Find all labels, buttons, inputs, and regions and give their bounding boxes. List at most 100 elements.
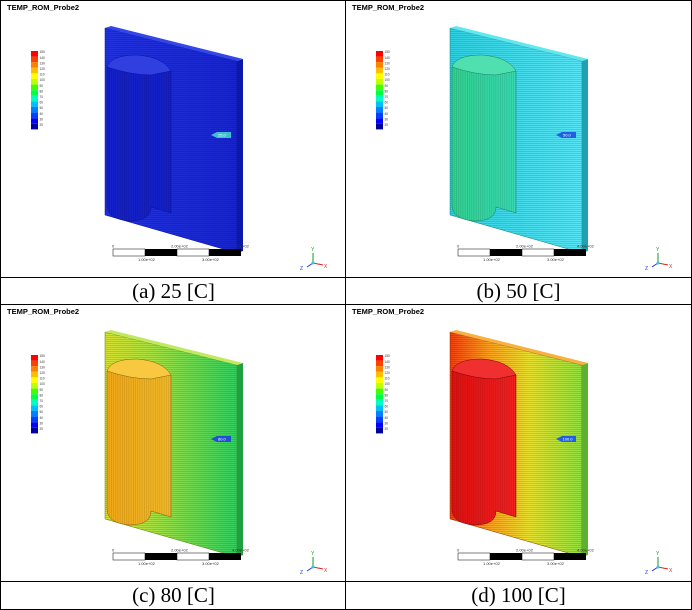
legend-label: 40 xyxy=(40,416,44,420)
legend-swatch xyxy=(31,388,38,395)
legend-label: 100 xyxy=(40,78,46,82)
legend-swatch xyxy=(376,123,383,130)
probe-marker xyxy=(211,436,231,442)
legend-swatch xyxy=(31,95,38,102)
axis-z-label: Z xyxy=(300,570,303,576)
legend-label: 60 xyxy=(385,405,389,409)
legend-swatch xyxy=(31,56,38,63)
panel-c-render: 80.0 1501401301201101009080706050403020 … xyxy=(31,330,328,576)
legend-label: 60 xyxy=(40,101,44,105)
legend-swatch xyxy=(376,411,383,417)
legend-swatch xyxy=(376,51,383,57)
cylinder-hatch xyxy=(452,371,516,525)
legend-label: 150 xyxy=(385,50,391,54)
legend-swatch xyxy=(31,67,38,74)
legend-label: 80 xyxy=(385,393,389,397)
legend-swatch xyxy=(31,112,38,119)
scale-label-300: 3.00e+02 xyxy=(202,257,220,262)
legend-label: 60 xyxy=(40,405,44,409)
legend-label: 40 xyxy=(385,112,389,116)
legend-label: 150 xyxy=(385,354,391,358)
legend-swatch xyxy=(376,84,383,91)
legend-label: 70 xyxy=(385,399,389,403)
legend-label: 70 xyxy=(40,95,44,99)
legend-label: 100 xyxy=(40,382,46,386)
panel-c-title: TEMP_ROM_Probe2 xyxy=(7,307,80,316)
scale-label-0: 0 xyxy=(112,244,115,249)
scale-bar: 0 2.00e+02 4.00e+02 1.00e+02 3.00e+02 xyxy=(112,244,250,263)
legend-swatch xyxy=(376,107,383,113)
legend-swatch xyxy=(31,51,38,57)
legend-swatch xyxy=(376,101,383,107)
plate-side xyxy=(582,59,588,253)
scale-label-200: 2.00e+02 xyxy=(516,548,534,553)
legend-label: 140 xyxy=(385,56,391,60)
scale-label-100: 1.00e+02 xyxy=(483,257,501,262)
legend-label: 20 xyxy=(385,427,389,431)
legend-label: 110 xyxy=(385,377,390,381)
scale-label-200: 2.00e+02 xyxy=(171,548,189,553)
plate-top xyxy=(450,26,588,61)
legend-label: 30 xyxy=(40,117,44,121)
caption-d: (d) 100 [C] xyxy=(471,583,566,607)
scale-label-100: 1.00e+02 xyxy=(138,561,156,566)
legend-swatch xyxy=(31,355,38,361)
legend-swatch xyxy=(376,399,383,406)
legend-label: 120 xyxy=(40,67,46,71)
legend-label: 50 xyxy=(385,106,389,110)
axis-x-label: X xyxy=(324,568,328,574)
scale-label-0: 0 xyxy=(112,548,115,553)
legend-swatch xyxy=(31,62,38,68)
legend-swatch xyxy=(31,73,38,79)
legend-swatch xyxy=(376,405,383,411)
scale-label-0: 0 xyxy=(457,244,460,249)
axis-y-label: Y xyxy=(656,247,660,253)
legend-swatch xyxy=(31,84,38,91)
legend-label: 140 xyxy=(385,360,391,364)
axis-x-label: X xyxy=(669,264,673,270)
legend-label: 30 xyxy=(385,421,389,425)
scale-bar: 0 2.00e+02 4.00e+02 1.00e+02 3.00e+02 xyxy=(457,548,595,567)
legend-label: 80 xyxy=(40,393,44,397)
plate-side xyxy=(237,59,243,253)
legend-swatch xyxy=(376,56,383,63)
axis-triad: Y X Z xyxy=(645,247,673,272)
scale-label-300: 3.00e+02 xyxy=(202,561,220,566)
legend-label: 80 xyxy=(40,89,44,93)
legend-label: 140 xyxy=(40,360,46,364)
legend-label: 60 xyxy=(385,101,389,105)
legend-swatch xyxy=(31,101,38,107)
scale-label-200: 2.00e+02 xyxy=(171,244,189,249)
legend-label: 20 xyxy=(385,123,389,127)
legend-label: 70 xyxy=(40,399,44,403)
legend-label: 30 xyxy=(385,117,389,121)
legend-label: 90 xyxy=(385,84,389,88)
legend-label: 90 xyxy=(40,388,44,392)
panel-b: 50.0 150 140 130 120 110 100 90 80 70 60 50 40 30 20 … xyxy=(346,1,691,277)
legend-swatch xyxy=(376,62,383,68)
axis-triad: Y X Z xyxy=(645,551,673,576)
legend-label: 130 xyxy=(385,365,391,369)
scale-label-400: 4.00e+02 xyxy=(577,244,595,249)
legend-swatch xyxy=(31,427,38,434)
cylinder-hatch xyxy=(107,67,171,221)
legend-swatch xyxy=(376,355,383,361)
legend-label: 130 xyxy=(40,365,46,369)
scale-bar: 0 2.00e+02 4.00e+02 1.00e+02 3.00e+02 xyxy=(112,548,250,567)
scale-label-400: 4.00e+02 xyxy=(232,244,250,249)
legend-swatch xyxy=(376,388,383,395)
panel-a-title: TEMP_ROM_Probe2 xyxy=(7,3,80,12)
legend-swatch xyxy=(376,383,383,389)
legend-label: 130 xyxy=(385,61,391,65)
plate-top xyxy=(450,330,588,365)
legend-label: 150 xyxy=(40,50,46,54)
probe-label: 25.0 xyxy=(218,133,227,138)
legend-swatch xyxy=(31,360,38,367)
cylinder-top xyxy=(106,358,172,380)
legend-swatch xyxy=(376,95,383,102)
legend-swatch xyxy=(376,360,383,367)
table-divider-2 xyxy=(0,304,691,305)
probe-label: 100.0 xyxy=(563,437,574,442)
